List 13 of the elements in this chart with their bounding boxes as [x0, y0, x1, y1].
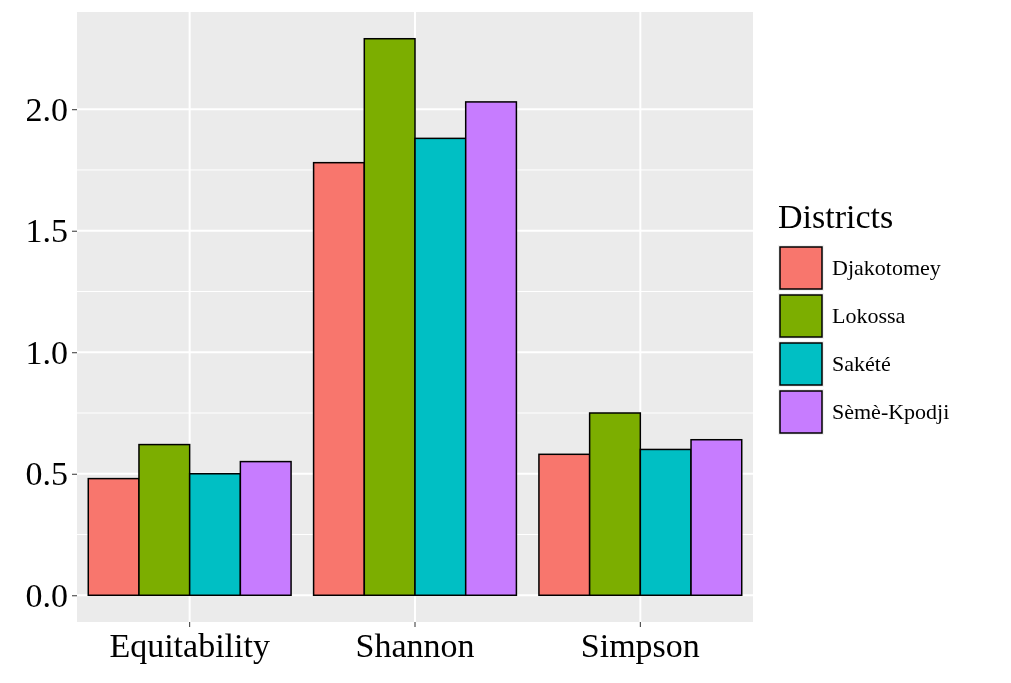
legend-label: Sakété — [832, 351, 891, 376]
y-tick-label: 2.0 — [25, 90, 68, 128]
y-tick-label: 0.5 — [25, 455, 68, 493]
legend-label: Sèmè-Kpodji — [832, 399, 950, 424]
x-tick-label: Simpson — [580, 627, 700, 665]
y-tick-label: 1.0 — [25, 333, 68, 371]
legend-title: Districts — [778, 198, 894, 235]
y-tick-label: 0.0 — [25, 576, 68, 614]
y-tick-label: 1.5 — [25, 212, 68, 250]
x-tick-label: Equitability — [109, 627, 270, 665]
x-tick-label: Shannon — [355, 627, 475, 665]
legend-label: Lokossa — [832, 303, 906, 328]
legend-label: Djakotomey — [832, 255, 941, 280]
